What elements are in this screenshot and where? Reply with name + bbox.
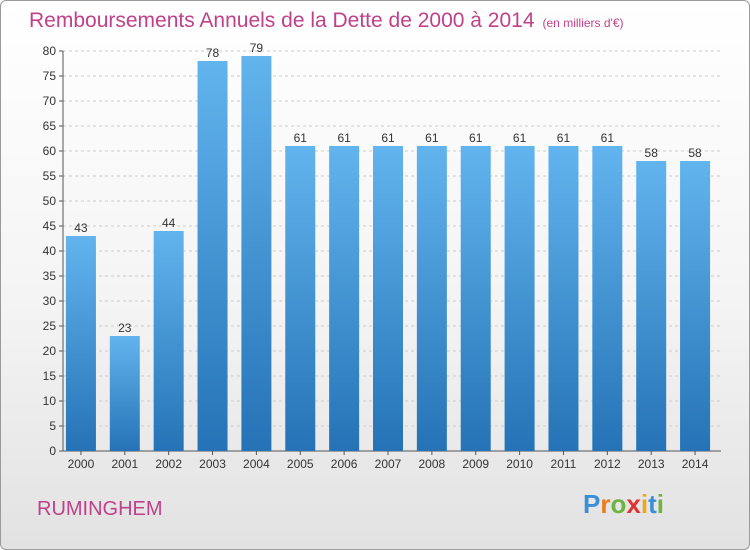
value-label-2013: 58 bbox=[645, 146, 659, 160]
bar-2002 bbox=[153, 231, 184, 451]
value-label-2006: 61 bbox=[337, 131, 351, 145]
logo-letter: x bbox=[626, 489, 641, 519]
value-label-2002: 44 bbox=[162, 216, 176, 230]
title-text: Remboursements Annuels de la Dette de 20… bbox=[29, 9, 535, 32]
commune-name: RUMINGHEM bbox=[37, 498, 163, 520]
x-tick-label-2004: 2004 bbox=[243, 457, 270, 471]
y-tick-label: 30 bbox=[43, 294, 57, 308]
value-label-2012: 61 bbox=[601, 131, 615, 145]
value-label-2001: 23 bbox=[118, 321, 132, 335]
y-tick-label: 0 bbox=[49, 444, 56, 458]
bar-2000 bbox=[65, 236, 96, 451]
value-label-2014: 58 bbox=[688, 146, 702, 160]
bar-2011 bbox=[548, 146, 579, 451]
y-tick-label: 20 bbox=[43, 344, 57, 358]
x-tick-label-2013: 2013 bbox=[638, 457, 665, 471]
value-label-2009: 61 bbox=[469, 131, 483, 145]
bar-2013 bbox=[636, 161, 667, 451]
x-tick-label-2003: 2003 bbox=[199, 457, 226, 471]
y-tick-label: 60 bbox=[43, 144, 57, 158]
x-tick-label-2009: 2009 bbox=[462, 457, 489, 471]
value-label-2010: 61 bbox=[513, 131, 527, 145]
value-label-2008: 61 bbox=[425, 131, 439, 145]
x-tick-label-2006: 2006 bbox=[331, 457, 358, 471]
bar-2003 bbox=[197, 61, 228, 451]
bar-2001 bbox=[109, 336, 140, 451]
y-tick-label: 15 bbox=[43, 369, 57, 383]
y-tick-label: 65 bbox=[43, 119, 57, 133]
value-label-2000: 43 bbox=[74, 221, 88, 235]
x-tick-label-2005: 2005 bbox=[287, 457, 314, 471]
unit-label: (en milliers d'€) bbox=[542, 16, 624, 30]
x-tick-label-2012: 2012 bbox=[594, 457, 621, 471]
y-tick-label: 75 bbox=[43, 69, 57, 83]
y-tick-label: 40 bbox=[43, 244, 57, 258]
y-tick-label: 35 bbox=[43, 269, 57, 283]
bar-2008 bbox=[416, 146, 447, 451]
logo-letter: i bbox=[640, 489, 649, 519]
bar-2010 bbox=[504, 146, 535, 451]
logo-letter: i bbox=[656, 489, 664, 519]
value-labels: 43 23 44 78 79 61 61 61 61 61 61 61 61 58 58 bbox=[74, 41, 702, 335]
bar-2012 bbox=[592, 146, 623, 451]
logo-letter: t bbox=[648, 489, 657, 519]
value-label-2005: 61 bbox=[294, 131, 308, 145]
value-label-2004: 79 bbox=[250, 41, 264, 55]
y-tick-label: 10 bbox=[43, 394, 57, 408]
value-label-2003: 78 bbox=[206, 46, 220, 60]
bar-2007 bbox=[373, 146, 403, 451]
y-tick-label: 5 bbox=[49, 419, 56, 433]
y-tick-label: 80 bbox=[43, 44, 57, 58]
logo-letter: r bbox=[600, 489, 611, 519]
bar-2005 bbox=[285, 146, 316, 451]
logo-letter: P bbox=[583, 489, 601, 519]
value-label-2007: 61 bbox=[381, 131, 395, 145]
bar-2006 bbox=[329, 146, 360, 451]
bar-2009 bbox=[460, 146, 491, 451]
x-tick-label-2010: 2010 bbox=[506, 457, 533, 471]
bar-2014 bbox=[680, 161, 711, 451]
x-tick-label-2014: 2014 bbox=[682, 457, 709, 471]
x-tick-label-2001: 2001 bbox=[111, 457, 138, 471]
chart-title: Remboursements Annuels de la Dette de 20… bbox=[29, 9, 624, 33]
x-tick-label-2008: 2008 bbox=[419, 457, 446, 471]
logo-letter: o bbox=[610, 489, 627, 519]
proxiti-logo: Proxiti bbox=[583, 489, 664, 520]
x-tick-label-2002: 2002 bbox=[155, 457, 182, 471]
y-tick-label: 70 bbox=[43, 94, 57, 108]
x-tick-label-2011: 2011 bbox=[551, 457, 577, 471]
y-tick-label: 25 bbox=[43, 319, 57, 333]
axes: 0 5 10 15 20 25 30 35 40 45 50 55 60 65 70 75 80 2000 2001… bbox=[43, 44, 721, 471]
x-tick-label-2007: 2007 bbox=[375, 457, 402, 471]
y-tick-label: 45 bbox=[43, 219, 57, 233]
value-label-2011: 61 bbox=[557, 131, 571, 145]
x-tick-label-2000: 2000 bbox=[68, 457, 95, 471]
bars bbox=[65, 56, 711, 451]
y-tick-label: 55 bbox=[43, 169, 57, 183]
y-tick-label: 50 bbox=[43, 194, 57, 208]
bar-2004 bbox=[241, 56, 272, 451]
